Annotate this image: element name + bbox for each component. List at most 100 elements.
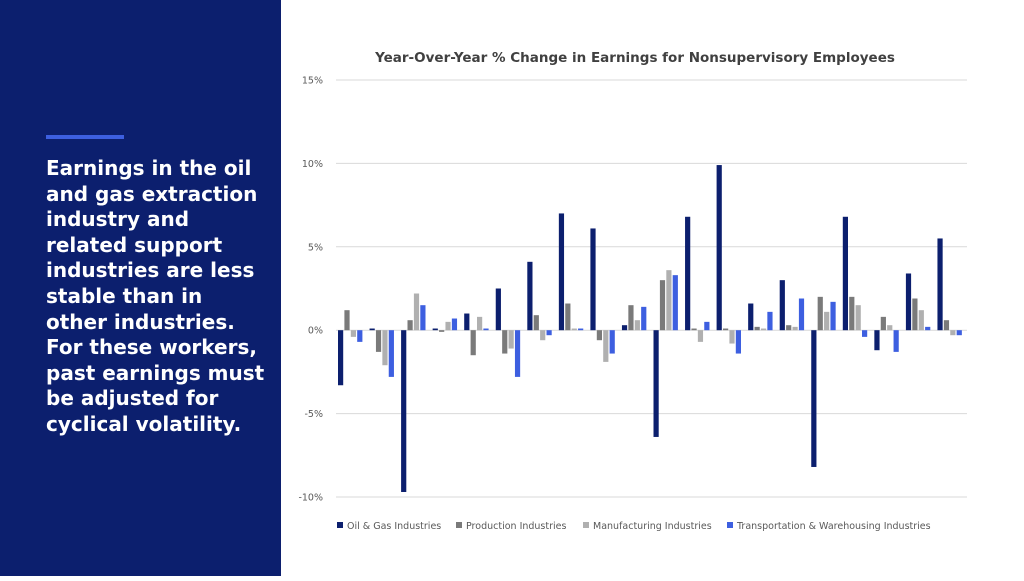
bars	[338, 165, 962, 492]
legend-swatch	[583, 522, 589, 528]
bar	[508, 330, 514, 349]
bar	[716, 165, 722, 331]
bar	[558, 213, 565, 331]
bar	[887, 325, 893, 331]
bar	[779, 280, 785, 331]
bar	[546, 330, 552, 336]
bar	[413, 293, 420, 331]
bar	[596, 330, 602, 341]
bar	[477, 316, 483, 331]
y-tick-label: -5%	[305, 409, 324, 420]
bar	[912, 298, 918, 331]
y-tick-label: 5%	[308, 242, 323, 253]
chart-area: Year-Over-Year % Change in Earnings for …	[281, 0, 1024, 576]
bar	[786, 325, 792, 331]
bar	[382, 330, 388, 366]
bar	[533, 315, 539, 331]
bar	[388, 330, 394, 377]
bar	[445, 321, 451, 331]
bar	[842, 216, 848, 331]
bar	[357, 330, 363, 342]
bar	[344, 310, 350, 331]
bar	[439, 330, 445, 332]
bar	[748, 303, 754, 331]
bar	[634, 320, 640, 331]
bar	[603, 330, 609, 362]
bar	[590, 228, 596, 331]
bar	[672, 275, 678, 331]
bar	[735, 330, 741, 354]
bar	[824, 311, 830, 331]
bar	[420, 305, 426, 331]
bar	[350, 330, 356, 337]
bar	[464, 313, 470, 331]
bar	[956, 330, 962, 336]
y-tick-label: 10%	[302, 159, 323, 170]
bar	[659, 280, 666, 331]
bar	[451, 318, 458, 331]
y-tick-label: 15%	[302, 76, 323, 87]
legend-swatch	[337, 522, 343, 528]
bar	[760, 328, 767, 331]
y-tick-label: 0%	[308, 326, 323, 337]
bar	[697, 330, 704, 342]
bar	[893, 330, 899, 352]
bar	[338, 330, 344, 386]
bar	[754, 326, 760, 331]
gridlines	[336, 79, 967, 498]
bar	[937, 238, 943, 331]
bar	[691, 328, 697, 331]
bar	[729, 330, 735, 344]
legend-label: Transportation & Warehousing Industries	[736, 521, 931, 532]
bar	[432, 328, 438, 331]
bar	[369, 328, 375, 331]
bar	[571, 328, 577, 331]
bar	[653, 330, 659, 437]
left-panel: Earnings in the oil and gas extraction i…	[0, 0, 281, 576]
bar	[943, 320, 950, 331]
bar	[767, 311, 773, 331]
bar	[401, 330, 407, 492]
bar	[855, 305, 861, 331]
legend-swatch	[727, 522, 733, 528]
bar	[811, 330, 817, 467]
bar	[704, 321, 710, 331]
bar	[830, 301, 836, 331]
bar	[483, 328, 489, 331]
bar	[502, 330, 508, 354]
bar	[792, 326, 798, 331]
bar	[540, 330, 546, 341]
bar	[685, 216, 691, 331]
bar	[628, 305, 634, 331]
bar	[862, 330, 868, 337]
accent-bar	[46, 135, 124, 139]
bar	[849, 296, 855, 331]
bar	[918, 310, 924, 331]
bar	[621, 325, 628, 331]
slide-headline: Earnings in the oil and gas extraction i…	[46, 156, 265, 436]
bar	[609, 330, 615, 354]
bar	[666, 270, 672, 331]
y-tick-label: -10%	[298, 493, 323, 504]
bar	[578, 328, 584, 331]
bar-chart: Year-Over-Year % Change in Earnings for …	[298, 50, 967, 532]
bar	[565, 303, 571, 331]
bar	[407, 320, 413, 331]
legend-label: Manufacturing Industries	[593, 521, 712, 532]
chart-title: Year-Over-Year % Change in Earnings for …	[374, 50, 895, 66]
y-axis-ticks: 15% 10% 5% 0% -5% -10%	[298, 76, 323, 504]
bar	[495, 288, 501, 331]
bar	[950, 330, 956, 336]
legend-swatch	[456, 522, 462, 528]
bar	[874, 330, 880, 351]
legend-label: Production Industries	[466, 521, 567, 532]
bar	[514, 330, 521, 377]
bar	[470, 330, 476, 356]
bar	[375, 330, 382, 352]
bar	[925, 326, 931, 331]
bar	[905, 273, 912, 331]
bar	[641, 306, 647, 331]
bar	[880, 316, 886, 331]
bar	[723, 328, 729, 331]
legend: Oil & Gas Industries Production Industrie…	[337, 521, 931, 532]
